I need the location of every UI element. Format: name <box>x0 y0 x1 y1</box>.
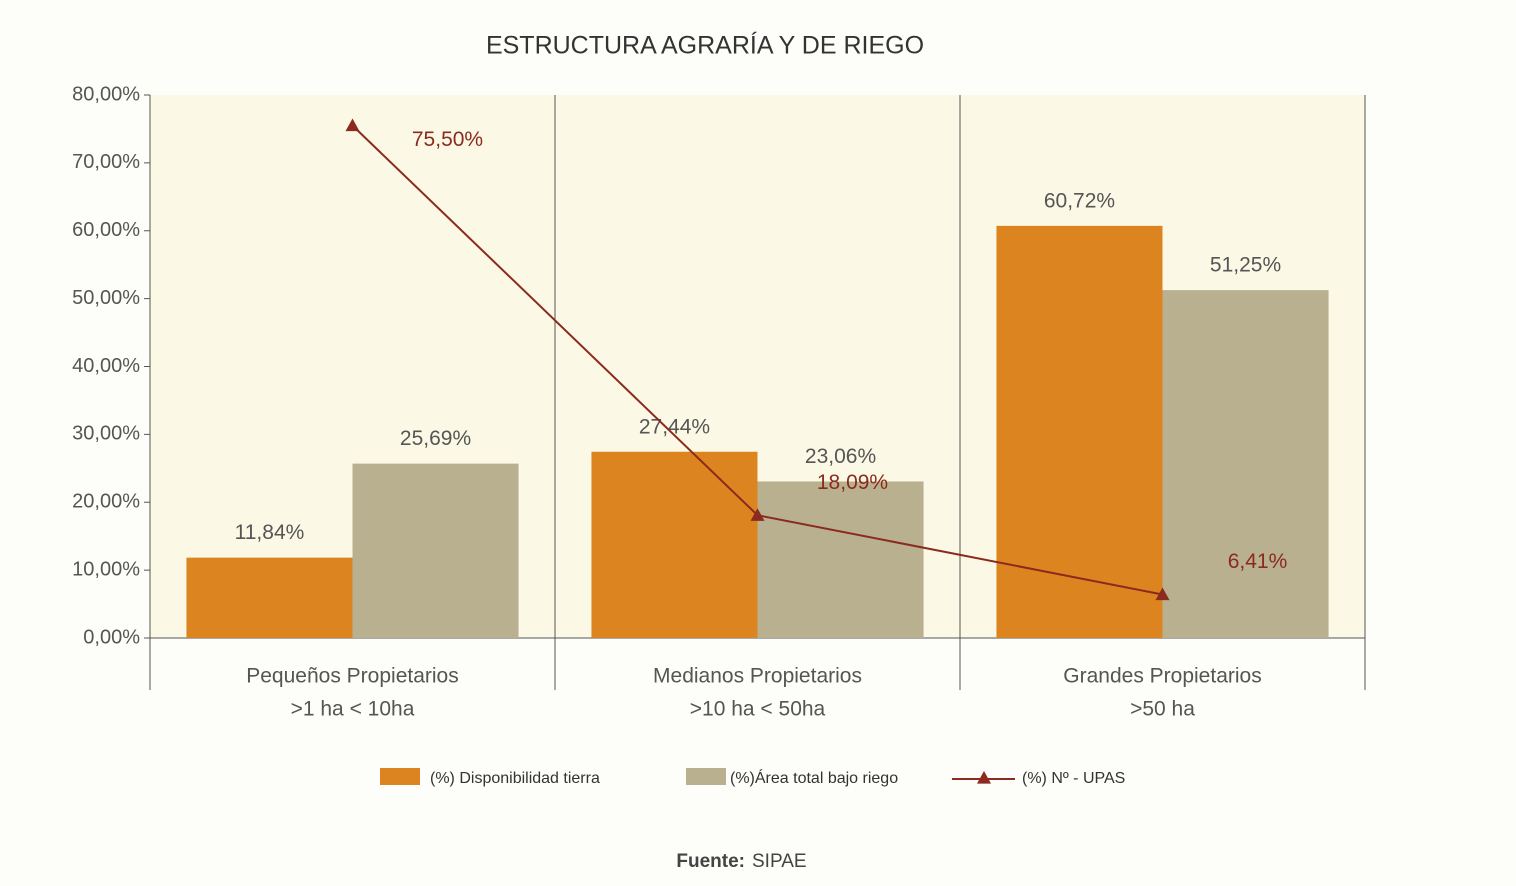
legend-label: (%) Nº - UPAS <box>1022 770 1125 787</box>
line-value-label: 75,50% <box>412 128 483 151</box>
y-tick-label: 80,00% <box>72 83 140 105</box>
y-tick-label: 30,00% <box>72 423 140 445</box>
x-tick-label: >1 ha < 10ha <box>291 698 415 721</box>
y-tick-label: 40,00% <box>72 355 140 377</box>
legend-label: (%) Disponibilidad tierra <box>430 770 600 787</box>
bar-value-label: 25,69% <box>400 427 471 450</box>
y-tick-label: 50,00% <box>72 287 140 309</box>
source-text: SIPAE <box>752 851 807 872</box>
x-tick-label: Medianos Propietarios <box>653 665 862 688</box>
x-tick-label: >10 ha < 50ha <box>690 698 826 721</box>
x-tick-label: Pequeños Propietarios <box>246 665 458 688</box>
y-tick-label: 70,00% <box>72 151 140 173</box>
line-marker <box>1155 587 1170 601</box>
y-tick-label: 20,00% <box>72 491 140 513</box>
bar-value-label: 11,84% <box>235 521 305 544</box>
y-tick-label: 0,00% <box>83 626 140 648</box>
line-value-label: 18,09% <box>817 471 888 494</box>
y-tick-label: 60,00% <box>72 219 140 241</box>
bar <box>757 481 924 638</box>
line-marker <box>750 508 765 521</box>
bar-value-label: 23,06% <box>805 445 876 468</box>
legend-label: (%)Área total bajo riego <box>730 768 898 787</box>
x-tick-label: >50 ha <box>1130 698 1195 721</box>
bar-value-label: 51,25% <box>1210 254 1281 277</box>
bar <box>591 451 758 638</box>
bar <box>352 463 519 638</box>
line-marker <box>345 118 360 132</box>
bar-value-label: 27,44% <box>639 415 710 438</box>
line-value-label: 6,41% <box>1228 550 1288 573</box>
bar <box>1162 290 1329 638</box>
bar <box>186 557 353 638</box>
bar <box>996 225 1163 638</box>
y-tick-label: 10,00% <box>72 558 140 580</box>
chart-title: ESTRUCTURA AGRARÍA Y DE RIEGO <box>486 31 924 60</box>
bar-value-label: 60,72% <box>1044 189 1115 212</box>
legend-swatch <box>380 768 420 785</box>
source-label: Fuente: <box>676 851 745 872</box>
legend-swatch <box>686 768 726 785</box>
legend-marker <box>977 771 991 784</box>
x-tick-label: Grandes Propietarios <box>1063 665 1261 688</box>
